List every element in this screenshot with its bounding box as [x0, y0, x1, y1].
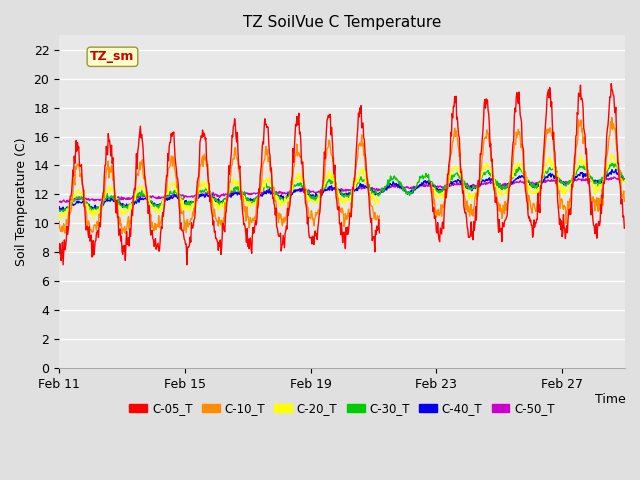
Title: TZ SoilVue C Temperature: TZ SoilVue C Temperature [243, 15, 441, 30]
Y-axis label: Soil Temperature (C): Soil Temperature (C) [15, 137, 28, 266]
Legend: C-05_T, C-10_T, C-20_T, C-30_T, C-40_T, C-50_T: C-05_T, C-10_T, C-20_T, C-30_T, C-40_T, … [125, 397, 559, 420]
X-axis label: Time: Time [595, 393, 626, 406]
Text: TZ_sm: TZ_sm [90, 50, 134, 63]
